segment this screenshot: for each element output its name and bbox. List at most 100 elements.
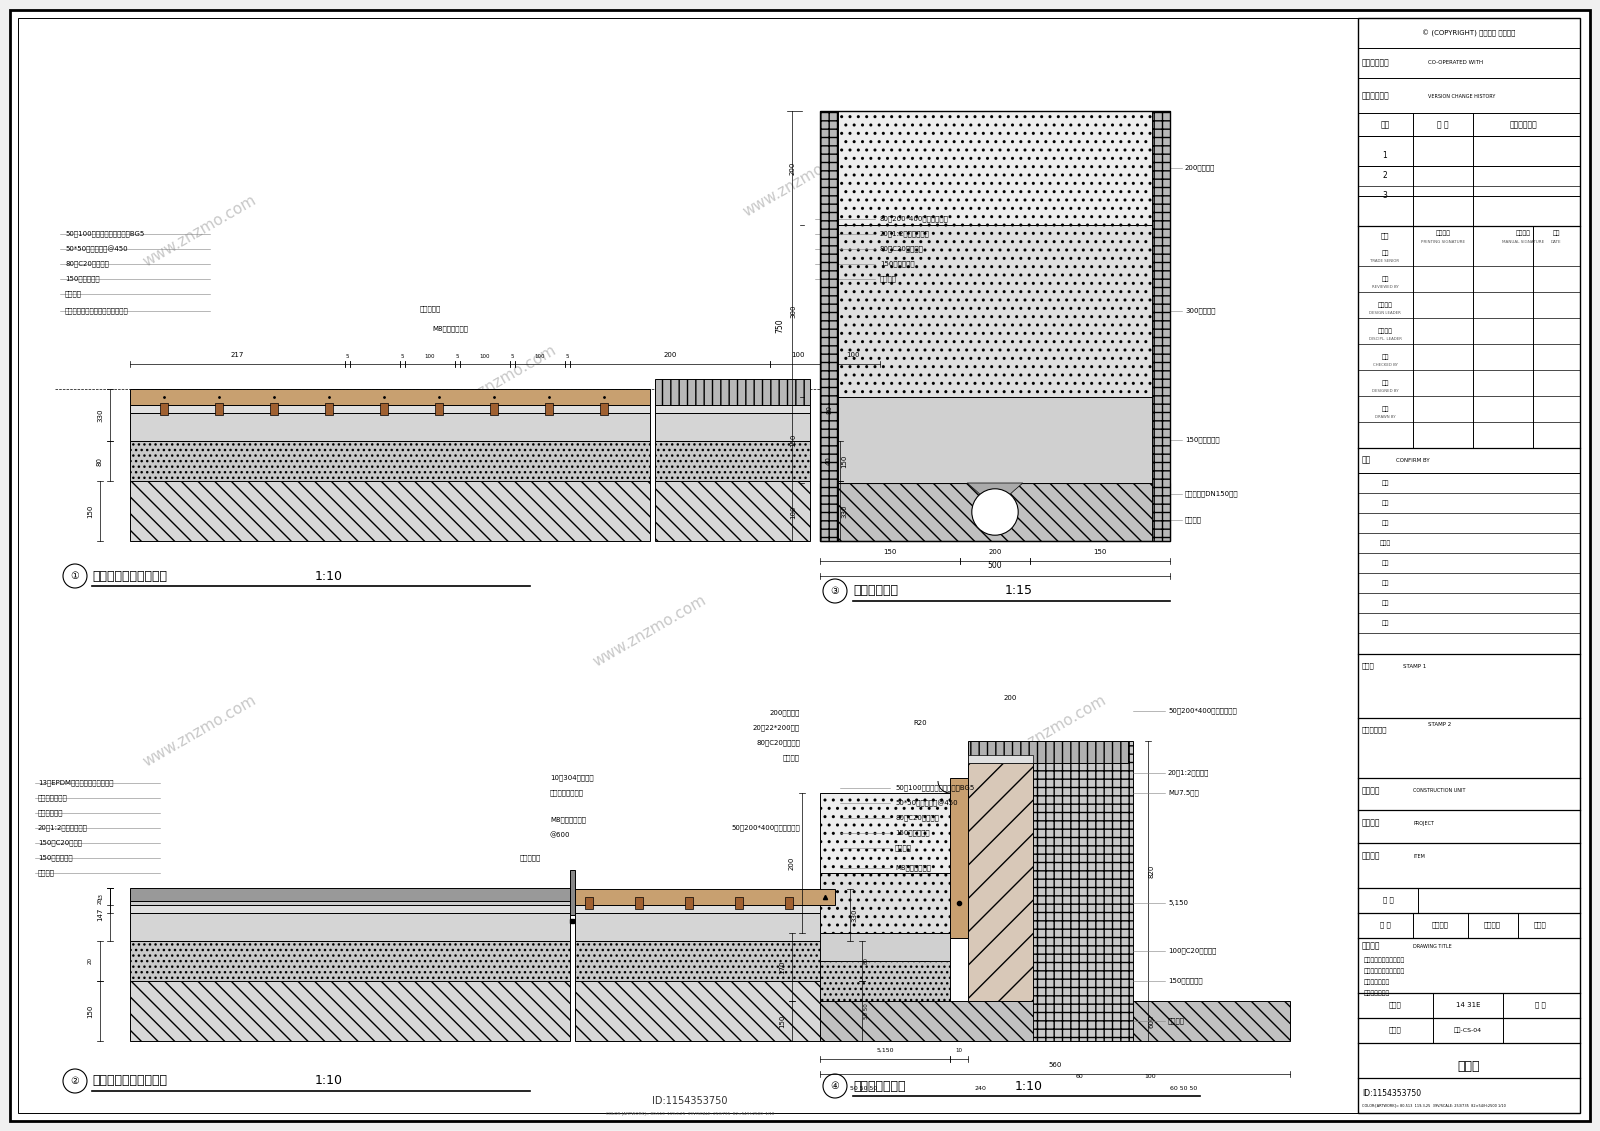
- Bar: [130, 905, 570, 913]
- Bar: [600, 403, 608, 415]
- Text: 印刷签名: 印刷签名: [1435, 231, 1451, 235]
- Text: 素土夯实: 素土夯实: [38, 870, 54, 877]
- Text: 80厚C20混凝土层: 80厚C20混凝土层: [757, 740, 800, 746]
- Text: 600: 600: [1149, 1015, 1155, 1028]
- Text: 设计负责: 设计负责: [1378, 302, 1392, 308]
- Text: 项目名称: 项目名称: [1362, 852, 1381, 861]
- Text: 图纸标题: 图纸标题: [1362, 941, 1381, 950]
- Bar: [214, 403, 222, 415]
- Text: 素土夯实: 素土夯实: [880, 276, 898, 283]
- Text: 结构: 结构: [1381, 520, 1389, 526]
- Text: 100: 100: [790, 352, 805, 359]
- Bar: [574, 913, 835, 941]
- Bar: [574, 905, 835, 913]
- Bar: [130, 413, 650, 441]
- Text: 沙坑盲管做法、: 沙坑盲管做法、: [1363, 979, 1390, 985]
- Text: PRINTING SIGNATURE: PRINTING SIGNATURE: [1421, 240, 1466, 244]
- Text: 工程号: 工程号: [1389, 1002, 1402, 1009]
- Bar: [574, 889, 835, 905]
- Text: 150厚碎石垫层: 150厚碎石垫层: [66, 276, 99, 283]
- Text: 排水口示意: 排水口示意: [419, 305, 440, 312]
- Text: 50厚100宽塑脂木两边各留缝BG5: 50厚100宽塑脂木两边各留缝BG5: [66, 231, 144, 238]
- Text: ④: ④: [830, 1081, 840, 1091]
- Bar: [950, 778, 968, 938]
- Text: 子 项: 子 项: [1382, 897, 1394, 904]
- Text: 240: 240: [974, 1087, 986, 1091]
- Bar: [130, 441, 650, 481]
- Text: 检校: 检校: [1381, 601, 1389, 606]
- Text: TRADE SENIOR: TRADE SENIOR: [1371, 259, 1400, 264]
- Text: 素土夯实: 素土夯实: [1186, 517, 1202, 524]
- Text: COLOR:[ARTWORK]= 80,513  119,3,25  39V/SCALE: 253/735  82×54/H:2500 1/10: COLOR:[ARTWORK]= 80,513 119,3,25 39V/SCA…: [1362, 1103, 1506, 1107]
- Text: 健身区域铺装断面图一、: 健身区域铺装断面图一、: [1363, 957, 1405, 962]
- Text: 100: 100: [790, 506, 797, 519]
- Text: COLOR:[ARTWORK]= 80,513  119,3,25  39V/SCALE: 253/735  82×54/H:2500  1/10: COLOR:[ARTWORK]= 80,513 119,3,25 39V/SCA…: [606, 1111, 774, 1115]
- Text: MANUAL SIGNATURE: MANUAL SIGNATURE: [1502, 240, 1544, 244]
- Text: 150厚碎石垫层: 150厚碎石垫层: [1186, 437, 1219, 443]
- Text: STAMP 2: STAMP 2: [1429, 723, 1451, 727]
- Bar: [968, 741, 1128, 763]
- Text: DRAWN BY: DRAWN BY: [1374, 415, 1395, 418]
- Text: DISCIPL. LEADER: DISCIPL. LEADER: [1368, 337, 1402, 342]
- Text: 图 号: 图 号: [1534, 1002, 1546, 1009]
- Text: 80厚200*400青棒石蘑菇面: 80厚200*400青棒石蘑菇面: [880, 216, 949, 223]
- Text: 防水处理一道: 防水处理一道: [38, 810, 64, 817]
- Text: 200: 200: [989, 549, 1002, 555]
- Text: 日期: 日期: [1552, 231, 1560, 235]
- Text: 150: 150: [779, 1015, 786, 1028]
- Text: 页数号: 页数号: [1389, 1027, 1402, 1034]
- Text: 50*50塑脂木龙骨@450: 50*50塑脂木龙骨@450: [894, 800, 958, 806]
- Text: 3: 3: [1382, 191, 1387, 200]
- Text: 150: 150: [86, 504, 93, 518]
- Text: 给排水: 给排水: [1379, 541, 1390, 546]
- Bar: [968, 763, 1034, 1001]
- Text: CHECKED BY: CHECKED BY: [1373, 363, 1397, 366]
- Text: 150厚碎石垫层: 150厚碎石垫层: [894, 830, 930, 836]
- Text: 沙坑收边断面图: 沙坑收边断面图: [1363, 991, 1390, 995]
- Bar: [819, 933, 950, 961]
- Text: 类别: 类别: [1381, 233, 1389, 240]
- Text: 1: 1: [1382, 152, 1387, 161]
- Text: 5: 5: [456, 354, 459, 359]
- Text: 校对: 校对: [1381, 276, 1389, 282]
- Text: 景观土建: 景观土建: [1432, 922, 1448, 929]
- Text: 150厚C20混凝土: 150厚C20混凝土: [38, 839, 82, 846]
- Text: 170: 170: [779, 960, 786, 974]
- Text: 5: 5: [346, 354, 349, 359]
- Bar: [819, 111, 1170, 225]
- Text: 健身区域铺装断面图二: 健身区域铺装断面图二: [93, 1074, 166, 1088]
- Text: 200厚种草层: 200厚种草层: [770, 709, 800, 716]
- Text: 217: 217: [230, 352, 245, 359]
- Text: 专 业: 专 业: [1379, 922, 1390, 929]
- Text: 工程名称: 工程名称: [1362, 819, 1381, 828]
- Text: 5,150: 5,150: [877, 1048, 894, 1053]
- Text: 合作设计单位: 合作设计单位: [1362, 59, 1390, 68]
- Text: 10厚304不锈钢板: 10厚304不锈钢板: [550, 775, 594, 782]
- Text: 50厚100宽塑脂木两边各留缝BG5: 50厚100宽塑脂木两边各留缝BG5: [894, 785, 974, 792]
- Text: 300: 300: [790, 304, 797, 318]
- Bar: [546, 403, 554, 415]
- Text: 20: 20: [88, 958, 93, 965]
- Text: 13厚EPDM彩色塑胶地面，咖啡色: 13厚EPDM彩色塑胶地面，咖啡色: [38, 779, 114, 786]
- Text: 素土夯实: 素土夯实: [894, 845, 912, 852]
- Circle shape: [971, 489, 1018, 535]
- Text: 80厚C20混凝土层: 80厚C20混凝土层: [894, 814, 939, 821]
- Text: 木面板与木龙骨之间用地板钉固定: 木面板与木龙骨之间用地板钉固定: [66, 308, 128, 314]
- Text: © (COPYRIGHT) 版权所有 不得复制: © (COPYRIGHT) 版权所有 不得复制: [1422, 29, 1515, 36]
- Text: ID:1154353750: ID:1154353750: [653, 1096, 728, 1106]
- Text: 80: 80: [864, 958, 869, 965]
- Text: 100厚C20混凝土层: 100厚C20混凝土层: [1168, 948, 1216, 955]
- Text: ③: ③: [830, 586, 840, 596]
- Bar: [570, 870, 574, 915]
- Text: 绘图: 绘图: [1381, 406, 1389, 412]
- Bar: [18, 18, 1358, 1113]
- Text: 沙坑收边断面图: 沙坑收边断面图: [853, 1079, 906, 1093]
- Bar: [654, 379, 810, 405]
- Bar: [130, 913, 570, 941]
- Bar: [586, 897, 594, 909]
- Bar: [819, 793, 950, 873]
- Text: www.znzmo.com: www.znzmo.com: [141, 692, 259, 769]
- Text: 暖通: 暖通: [1381, 560, 1389, 566]
- Text: 会签: 会签: [1362, 456, 1371, 465]
- Bar: [325, 403, 333, 415]
